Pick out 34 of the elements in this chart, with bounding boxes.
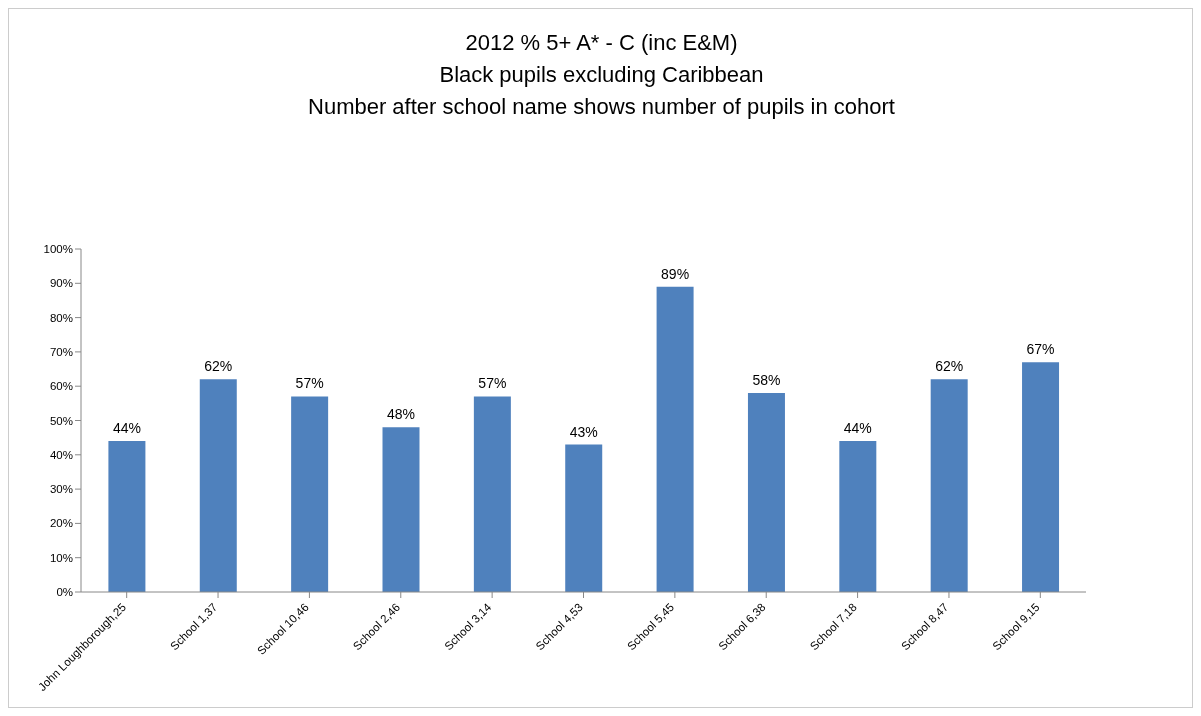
bar bbox=[382, 427, 420, 592]
data-label: 89% bbox=[661, 265, 690, 282]
y-tick-label: 60% bbox=[49, 380, 73, 393]
data-label: 58% bbox=[752, 372, 781, 389]
bar bbox=[930, 379, 968, 592]
bar bbox=[565, 444, 603, 592]
bar bbox=[1022, 362, 1060, 592]
bar bbox=[656, 286, 694, 592]
y-tick-label: 10% bbox=[49, 551, 73, 564]
data-label: 57% bbox=[478, 375, 507, 392]
bar bbox=[473, 396, 511, 592]
y-tick-label: 20% bbox=[49, 517, 73, 530]
bar bbox=[747, 393, 785, 592]
y-tick-label: 0% bbox=[56, 586, 73, 599]
y-tick-label: 70% bbox=[49, 345, 73, 358]
bar bbox=[108, 441, 146, 592]
y-tick-label: 50% bbox=[49, 414, 73, 427]
bar bbox=[199, 379, 237, 592]
bar bbox=[839, 441, 877, 592]
data-label: 43% bbox=[569, 423, 598, 440]
data-label: 62% bbox=[935, 358, 964, 375]
y-tick-label: 30% bbox=[49, 483, 73, 496]
data-label: 48% bbox=[386, 406, 416, 423]
chart-title: 2012 % 5+ A* - C (inc E&M) Black pupils excluding Caribbean Number after school name shows number of pupils in cohort bbox=[307, 29, 896, 121]
data-label: 57% bbox=[295, 375, 324, 392]
y-tick-label: 100% bbox=[43, 243, 73, 256]
data-label: 62% bbox=[204, 358, 233, 375]
data-label: 44% bbox=[843, 420, 872, 437]
y-tick-label: 40% bbox=[49, 448, 73, 461]
data-label: 67% bbox=[1026, 341, 1055, 358]
bar bbox=[291, 396, 329, 592]
y-tick-label: 90% bbox=[49, 277, 73, 290]
data-label: 44% bbox=[112, 420, 141, 437]
y-tick-label: 80% bbox=[49, 311, 73, 324]
